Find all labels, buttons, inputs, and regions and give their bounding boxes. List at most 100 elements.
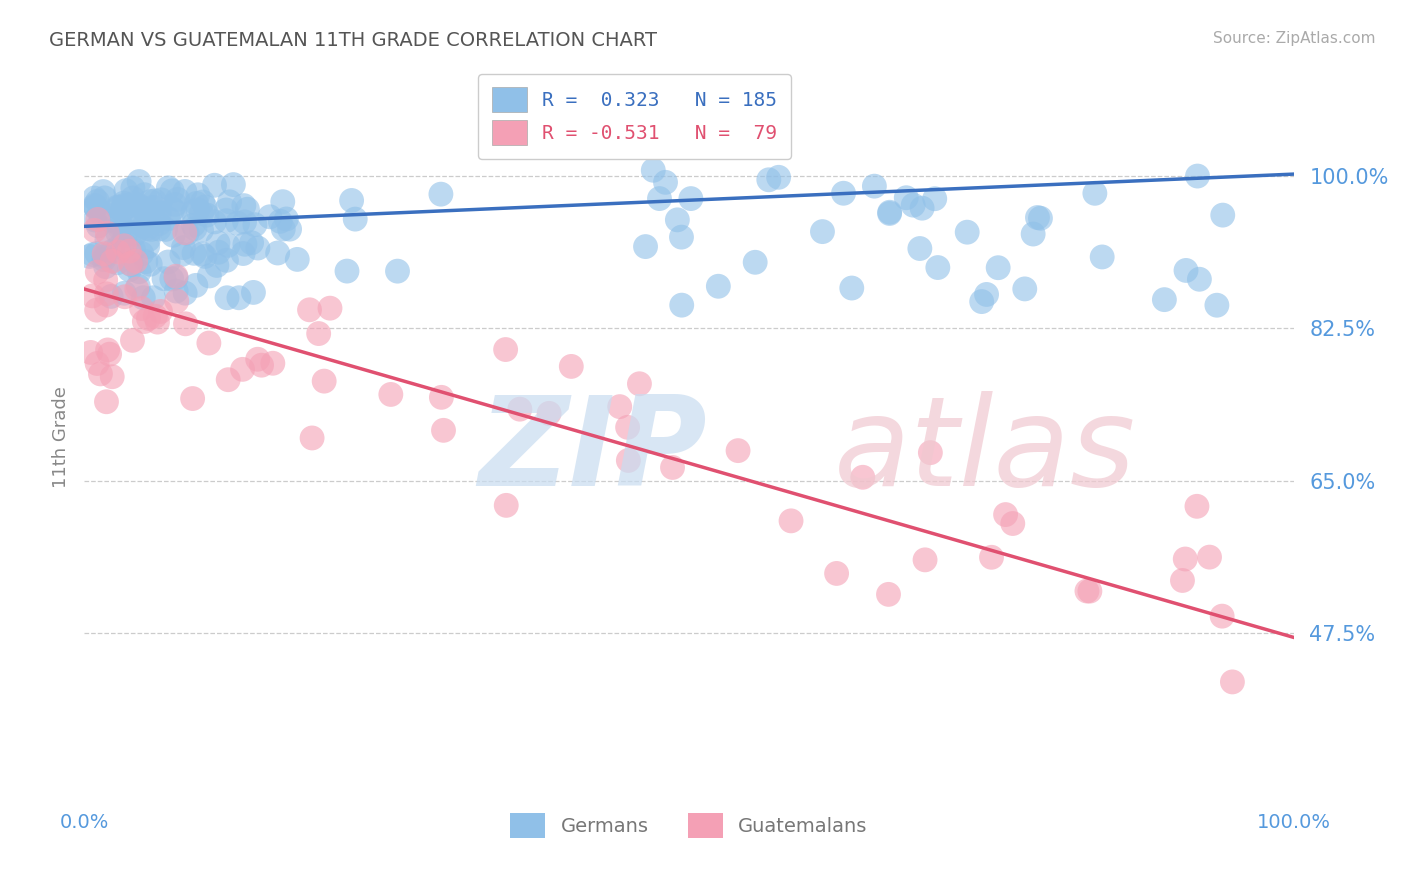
Point — [93, 252, 115, 267]
Point — [233, 237, 256, 252]
Point — [811, 225, 834, 239]
Point — [163, 197, 186, 211]
Point — [112, 286, 135, 301]
Point — [94, 298, 117, 312]
Point — [336, 264, 359, 278]
Point — [114, 290, 136, 304]
Point — [387, 264, 409, 278]
Point — [432, 423, 454, 437]
Point — [79, 249, 101, 263]
Point — [79, 345, 101, 359]
Point — [1084, 186, 1107, 201]
Point — [215, 253, 238, 268]
Point — [183, 246, 205, 260]
Point — [121, 210, 143, 224]
Point — [1001, 516, 1024, 531]
Point — [120, 257, 142, 271]
Y-axis label: 11th Grade: 11th Grade — [52, 386, 70, 488]
Point — [207, 245, 229, 260]
Point — [146, 315, 169, 329]
Point — [134, 187, 156, 202]
Point — [232, 199, 254, 213]
Point — [228, 291, 250, 305]
Point — [94, 260, 117, 274]
Point — [163, 203, 186, 218]
Point — [93, 250, 115, 264]
Point — [987, 260, 1010, 275]
Point — [187, 202, 209, 217]
Point — [617, 453, 640, 467]
Point — [118, 244, 141, 259]
Point — [744, 255, 766, 269]
Point — [122, 181, 145, 195]
Point — [1153, 293, 1175, 307]
Point — [879, 205, 901, 219]
Point — [780, 514, 803, 528]
Point — [115, 184, 138, 198]
Point — [101, 244, 124, 258]
Point — [207, 235, 229, 250]
Point — [150, 193, 173, 207]
Point — [266, 246, 288, 260]
Point — [243, 218, 266, 232]
Point — [1029, 211, 1052, 226]
Point — [100, 289, 122, 303]
Point — [136, 233, 159, 247]
Point — [976, 287, 998, 301]
Point — [136, 239, 159, 253]
Point — [125, 282, 148, 296]
Point — [903, 198, 925, 212]
Point — [101, 369, 124, 384]
Point — [344, 212, 367, 227]
Point — [89, 367, 111, 381]
Point — [160, 184, 183, 198]
Point — [115, 224, 138, 238]
Point — [430, 390, 453, 404]
Point — [124, 227, 146, 241]
Point — [671, 298, 693, 312]
Point — [143, 309, 166, 323]
Point — [1198, 550, 1220, 565]
Point — [1222, 674, 1244, 689]
Point — [112, 202, 135, 217]
Point — [108, 221, 131, 235]
Point — [232, 362, 254, 376]
Point — [96, 233, 118, 247]
Point — [278, 222, 301, 236]
Point — [679, 192, 702, 206]
Point — [131, 301, 153, 316]
Point — [125, 254, 148, 268]
Point — [120, 258, 142, 272]
Point — [170, 247, 193, 261]
Point — [121, 334, 143, 348]
Point — [863, 179, 886, 194]
Point — [128, 175, 150, 189]
Point — [107, 244, 129, 259]
Point — [236, 202, 259, 217]
Point — [128, 265, 150, 279]
Point — [920, 445, 942, 459]
Point — [1014, 282, 1036, 296]
Point — [314, 374, 336, 388]
Point — [1171, 574, 1194, 588]
Point — [956, 225, 979, 239]
Point — [194, 200, 217, 214]
Point — [242, 285, 264, 300]
Point — [135, 254, 157, 268]
Point — [616, 420, 638, 434]
Point — [157, 181, 180, 195]
Point — [879, 206, 901, 220]
Point — [195, 208, 218, 222]
Point — [246, 241, 269, 255]
Point — [134, 314, 156, 328]
Point — [218, 194, 240, 209]
Point — [84, 199, 107, 213]
Point — [215, 291, 238, 305]
Point — [112, 196, 135, 211]
Point — [181, 218, 204, 232]
Point — [1187, 169, 1209, 183]
Point — [727, 443, 749, 458]
Point — [217, 373, 239, 387]
Point — [340, 194, 363, 208]
Point — [86, 194, 108, 209]
